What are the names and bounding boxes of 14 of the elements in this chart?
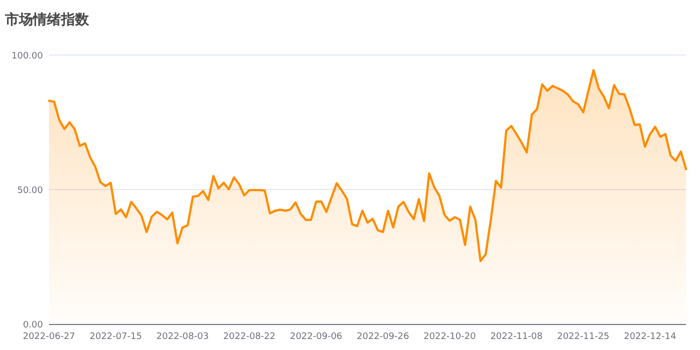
x-tick-label: 2022-08-22 — [223, 332, 276, 342]
y-tick-label: 0.00 — [22, 320, 44, 330]
x-tick-label: 2022-10-20 — [424, 332, 476, 342]
chart-title: 市场情绪指数 — [4, 11, 90, 28]
y-tick-label: 100.00 — [12, 52, 44, 62]
x-tick-label: 2022-09-06 — [290, 332, 343, 342]
x-tick-label: 2022-12-14 — [624, 332, 676, 342]
y-tick-label: 50.00 — [17, 186, 44, 196]
x-tick-label: 2022-11-08 — [490, 332, 543, 342]
x-tick-label: 2022-06-27 — [22, 332, 76, 342]
x-tick-label: 2022-08-03 — [156, 332, 209, 342]
x-tick-label: 2022-11-25 — [557, 332, 610, 342]
x-tick-label: 2022-07-15 — [90, 332, 142, 342]
x-tick-label: 2022-09-26 — [356, 332, 410, 342]
